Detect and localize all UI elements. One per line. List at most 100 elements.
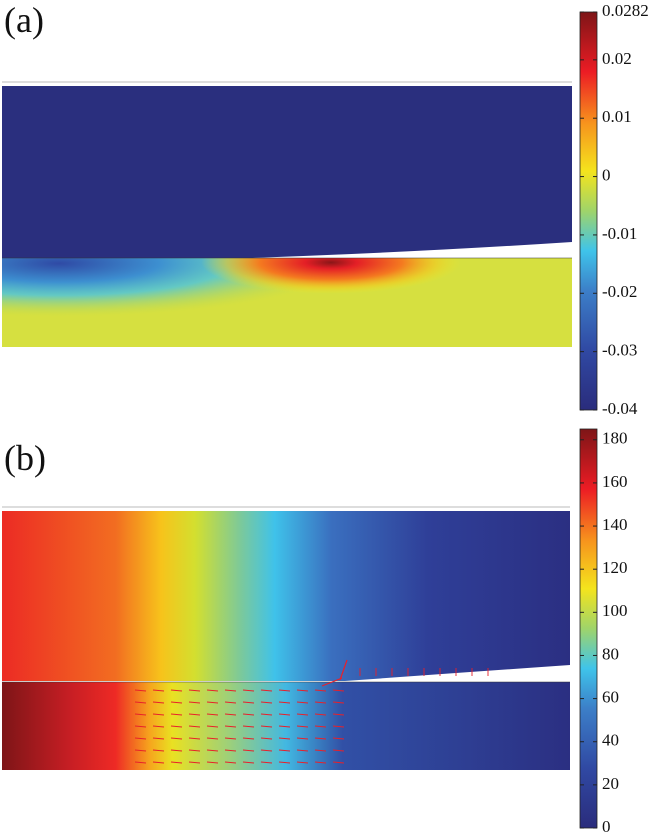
flow-arrow	[170, 701, 183, 704]
flow-arrow	[170, 713, 183, 716]
flow-arrow	[170, 749, 183, 752]
flow-arrow	[134, 761, 147, 764]
flow-arrow	[332, 725, 345, 728]
flow-arrow	[152, 689, 165, 692]
tick-label: 0.01	[602, 107, 632, 126]
flow-arrow	[314, 701, 327, 704]
panel-label: (b)	[4, 438, 46, 478]
tick-label: -0.01	[602, 224, 637, 243]
flow-arrow	[152, 713, 165, 716]
tick-label: 0.02	[602, 49, 632, 68]
upper-layer	[2, 86, 572, 258]
flow-arrow	[242, 713, 255, 716]
flow-arrow	[206, 761, 219, 764]
flow-arrow	[242, 701, 255, 704]
flow-arrow	[260, 701, 273, 704]
flow-arrow	[206, 737, 219, 740]
flow-arrow	[278, 761, 291, 764]
tick-label: 160	[602, 472, 628, 491]
colorbars: -0.04 -0.03 -0.02 -0.01 0 0.01 0.02 0.0282 0 20 40…	[579, 1, 649, 836]
flow-arrow	[152, 701, 165, 704]
flow-arrow	[278, 689, 291, 692]
flow-arrow	[260, 749, 273, 752]
flow-arrow	[188, 689, 201, 692]
flow-arrow	[224, 725, 237, 728]
tick-label: 0	[602, 817, 611, 836]
flow-arrow	[134, 737, 147, 740]
flow-arrow	[314, 713, 327, 716]
flow-arrow	[260, 689, 273, 692]
flow-arrow	[224, 761, 237, 764]
flow-arrow	[188, 713, 201, 716]
tick-label: 60	[602, 688, 619, 707]
panel-b: (b)	[2, 438, 570, 770]
flow-arrow	[188, 725, 201, 728]
flow-arrow	[296, 725, 309, 728]
flow-arrow	[242, 761, 255, 764]
tick-label: 80	[602, 644, 619, 663]
lower-layer	[2, 682, 570, 770]
flow-arrow	[296, 749, 309, 752]
flow-arrow	[224, 701, 237, 704]
tick-label: -0.03	[602, 341, 637, 360]
flow-arrow	[206, 725, 219, 728]
flow-arrow	[278, 749, 291, 752]
flow-arrow	[206, 689, 219, 692]
flow-arrow	[278, 725, 291, 728]
flow-arrow	[206, 701, 219, 704]
flow-arrow	[242, 749, 255, 752]
flow-arrow	[296, 701, 309, 704]
tick-label: 100	[602, 601, 628, 620]
flow-arrow	[152, 761, 165, 764]
flow-arrow	[332, 713, 345, 716]
flow-arrow	[152, 737, 165, 740]
flow-arrow	[332, 689, 345, 692]
flow-arrow	[188, 701, 201, 704]
flow-arrow	[296, 689, 309, 692]
flow-arrow	[339, 659, 348, 681]
tick-label: 0.0282	[602, 1, 649, 20]
flow-arrow	[134, 749, 147, 752]
flow-arrow	[332, 737, 345, 740]
field-high	[2, 258, 572, 347]
flow-arrow	[224, 689, 237, 692]
flow-arrow	[152, 749, 165, 752]
flow-arrow	[242, 737, 255, 740]
flow-arrow	[296, 761, 309, 764]
flow-arrow	[224, 713, 237, 716]
flow-arrow	[134, 713, 147, 716]
flow-arrow	[152, 725, 165, 728]
flow-arrow	[242, 689, 255, 692]
tick-label: 40	[602, 731, 619, 750]
flow-arrow	[278, 701, 291, 704]
flow-arrow	[260, 725, 273, 728]
flow-arrow	[314, 725, 327, 728]
flow-arrow	[332, 749, 345, 752]
flow-arrows	[134, 659, 489, 764]
flow-arrow	[170, 761, 183, 764]
flow-arrow	[170, 689, 183, 692]
upper-layer	[2, 511, 570, 681]
flow-arrow	[224, 737, 237, 740]
flow-arrow	[242, 725, 255, 728]
tick-label: 0	[602, 165, 611, 184]
flow-arrow	[278, 713, 291, 716]
tick-label: -0.04	[602, 399, 638, 418]
flow-arrow	[278, 737, 291, 740]
tick-label: 20	[602, 774, 619, 793]
flow-arrow	[332, 761, 345, 764]
flow-arrow	[206, 749, 219, 752]
flow-arrow	[321, 677, 343, 687]
flow-arrow	[332, 701, 345, 704]
flow-arrow	[170, 737, 183, 740]
flow-arrow	[188, 737, 201, 740]
flow-arrow	[206, 713, 219, 716]
flow-arrow	[260, 713, 273, 716]
tick-label: -0.02	[602, 282, 637, 301]
panel-a: (a)	[2, 0, 572, 347]
tick-label: 120	[602, 558, 628, 577]
flow-arrow	[170, 725, 183, 728]
tick-label: 140	[602, 515, 628, 534]
flow-arrow	[188, 761, 201, 764]
